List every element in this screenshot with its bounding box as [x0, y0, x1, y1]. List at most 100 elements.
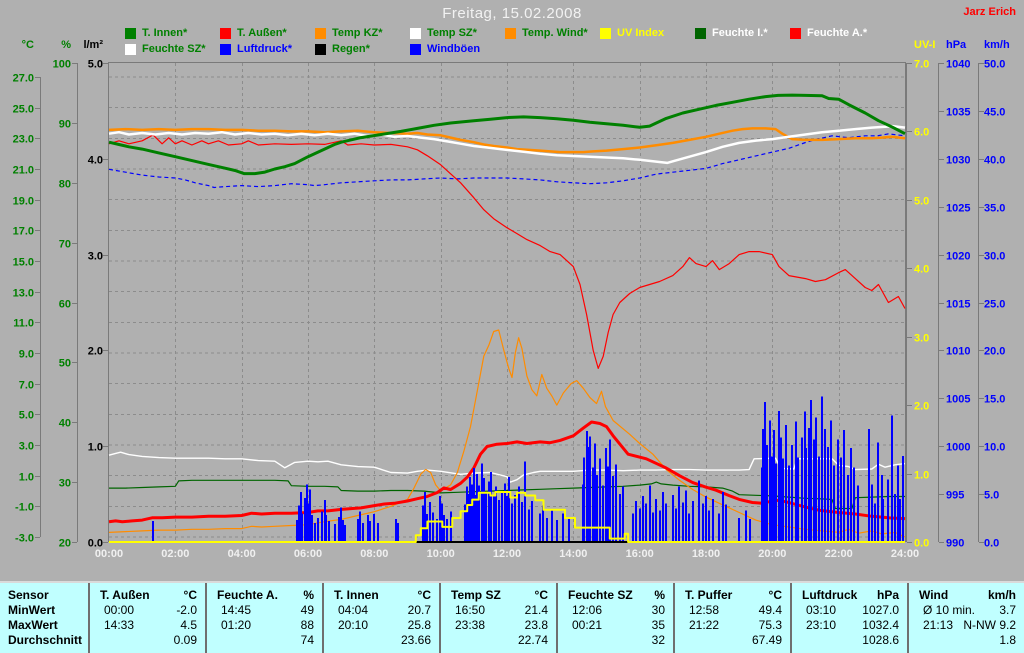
- axis-hpa: 1040 1035 1030 1025 1020 1015 1010 1005 1000 995 9…: [938, 59, 970, 550]
- tick-label-kmh: 25.0: [984, 299, 1005, 311]
- stat-value: 67.49: [751, 633, 782, 647]
- stat-time: 12:06: [572, 603, 603, 617]
- wind-gust-bar: [665, 503, 667, 542]
- axis-degC: 27.0 25.0 23.0 21.0 19.0 17.0 15.0 13.0 11.0 9.0 7…: [13, 73, 41, 545]
- stat-time: 20:10: [338, 618, 369, 632]
- axis-lm2: 5.0 4.0 3.0 2.0 1.0 0.0: [88, 59, 109, 550]
- tick-label-uv: 0.0: [914, 538, 929, 550]
- wind-gust-bar: [635, 500, 637, 542]
- wind-gust-bar: [615, 464, 617, 542]
- stat-value: 30: [651, 603, 665, 617]
- wind-gust-bar: [639, 508, 641, 542]
- wind-gust-bar: [810, 400, 812, 542]
- legend-label: Temp. Wind*: [522, 27, 588, 39]
- tick-label-kmh: 40.0: [984, 155, 1005, 167]
- wind-gust-bar: [662, 492, 664, 542]
- legend-item-luftdruck[interactable]: Luftdruck*: [220, 43, 292, 55]
- stat-time: 00:00: [104, 603, 135, 617]
- tick-label-degC: 5.0: [19, 410, 34, 422]
- tick-label-lm2: 3.0: [88, 251, 103, 263]
- stat-value: 3.7: [999, 603, 1016, 617]
- wind-gust-bar: [518, 486, 520, 542]
- stat-value: 49: [300, 603, 314, 617]
- tick-label-kmh: 5.0: [984, 490, 999, 502]
- wind-gust-bar: [483, 477, 485, 542]
- legend-item-temp-sz[interactable]: Temp SZ*: [410, 27, 477, 39]
- stats-row-label: MaxWert: [8, 618, 58, 632]
- wind-gust-bar: [738, 518, 740, 542]
- wind-gust-bar: [702, 503, 704, 542]
- stats-col-luftdruck: Luftdruck hPa 03:10 1027.0 23:10 1032.4 1028.6: [790, 583, 907, 653]
- legend-item-regen[interactable]: Regen*: [315, 43, 370, 55]
- luftdruck-swatch-icon: [220, 43, 231, 55]
- wind-gust-bar: [373, 514, 375, 542]
- wind-gust-bar: [612, 475, 614, 542]
- sensor-name: T. Innen: [334, 588, 379, 602]
- stat-time: 04:04: [338, 603, 369, 617]
- stat-time: 14:45: [221, 603, 252, 617]
- wind-gust-bar: [712, 498, 714, 542]
- wind-gust-bar: [718, 513, 720, 542]
- legend-label: Feuchte A.*: [807, 27, 868, 39]
- tick-label-kmh: 20.0: [984, 346, 1005, 358]
- stat-value: 23.66: [400, 633, 431, 647]
- tick-label-degC: 15.0: [13, 257, 34, 269]
- wind-gust-bar: [395, 519, 397, 542]
- tick-label-pct: 20: [59, 538, 71, 550]
- legend-label: Luftdruck*: [237, 43, 292, 55]
- wind-gust-bar: [304, 497, 306, 542]
- legend-item-uv-index[interactable]: UV Index: [600, 27, 664, 39]
- wind-gust-bar: [439, 496, 441, 542]
- wind-gust-bar: [596, 474, 598, 542]
- wind-gust-bar: [874, 503, 876, 542]
- wind-gust-bar: [359, 511, 361, 542]
- wind-gust-bar: [698, 480, 700, 542]
- wind-gust-bar: [367, 515, 369, 542]
- wind-gust-bar: [298, 505, 300, 542]
- wind-gust-bar: [766, 445, 768, 542]
- axis-unit-pct: %: [61, 39, 71, 51]
- regen-swatch-icon: [315, 43, 326, 55]
- axis-unit-kmh: km/h: [984, 39, 1010, 51]
- stat-value: 4.5: [180, 618, 197, 632]
- wind-gust-bar: [678, 486, 680, 542]
- legend-item-windboeen[interactable]: Windböen: [410, 43, 480, 55]
- wind-gust-bar: [542, 505, 544, 542]
- legend-item-temp-wind[interactable]: Temp. Wind*: [505, 27, 588, 39]
- tick-label-lm2: 2.0: [88, 346, 103, 358]
- legend-item-t-aussen[interactable]: T. Außen*: [220, 27, 287, 39]
- legend-item-feuchte-i[interactable]: Feuchte I.*: [695, 27, 768, 39]
- tick-label-kmh: 30.0: [984, 251, 1005, 263]
- tick-label-hpa: 1010: [946, 346, 970, 358]
- wind-gust-bar: [338, 517, 340, 542]
- legend-item-feuchte-sz[interactable]: Feuchte SZ*: [125, 43, 206, 55]
- tick-label-pct: 80: [59, 179, 71, 191]
- stat-value: 75.3: [758, 618, 782, 632]
- wind-gust-bar: [314, 522, 316, 542]
- tick-label-hpa: 1005: [946, 394, 970, 406]
- wind-gust-bar: [551, 509, 553, 542]
- legend-label: T. Innen*: [142, 27, 188, 39]
- wind-gust-bar: [594, 443, 596, 542]
- wind-gust-bar: [506, 496, 508, 542]
- legend-item-t-innen[interactable]: T. Innen*: [125, 27, 187, 39]
- tick-label-hpa: 990: [946, 538, 964, 550]
- wind-gust-bar: [493, 496, 495, 542]
- legend-item-feuchte-a[interactable]: Feuchte A.*: [790, 27, 867, 39]
- wind-gust-bar: [443, 515, 445, 542]
- series-t-innen: [108, 93, 906, 176]
- wind-gust-bar: [521, 501, 523, 542]
- wind-gust-bar: [705, 496, 707, 542]
- legend-label: Windböen: [427, 43, 481, 55]
- wind-gust-bar: [485, 492, 487, 542]
- series-temp-sz: [108, 124, 906, 165]
- tick-label-kmh: 10.0: [984, 442, 1005, 454]
- legend-label: Regen*: [332, 43, 370, 55]
- wind-gust-bar: [342, 519, 344, 542]
- legend-item-temp-kz[interactable]: Temp KZ*: [315, 27, 383, 39]
- stats-row-label: MinWert: [8, 603, 56, 617]
- wind-gust-bar: [775, 463, 777, 542]
- x-axis-label: 04:00: [228, 548, 256, 560]
- stat-time: 12:58: [689, 603, 720, 617]
- wind-gust-bar: [780, 437, 782, 542]
